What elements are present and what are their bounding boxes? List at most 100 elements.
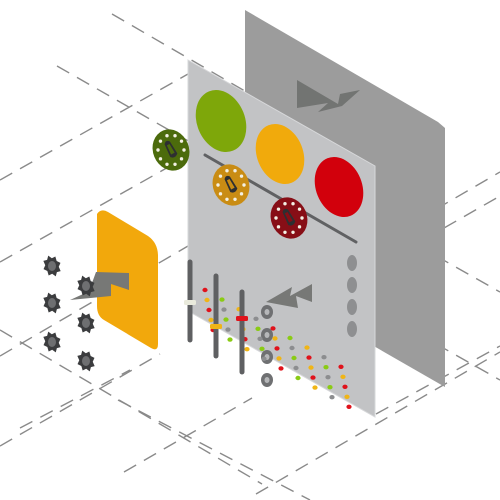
led (227, 337, 232, 341)
led (338, 365, 343, 369)
led (244, 347, 249, 351)
knob-tick (165, 163, 168, 166)
led (340, 375, 345, 379)
knob-tick (283, 231, 286, 234)
guide-line (124, 398, 252, 472)
toggle-slot (347, 321, 357, 337)
led (276, 356, 281, 360)
led (272, 336, 277, 340)
led (344, 395, 349, 399)
led (270, 326, 275, 330)
knob-tick (173, 134, 176, 137)
knob-tick (298, 225, 301, 228)
toggle-slot (347, 255, 357, 271)
knob-tick (240, 192, 243, 195)
knob-tick (165, 134, 168, 137)
led (219, 297, 224, 301)
led (308, 365, 313, 369)
knob-tick (216, 183, 219, 186)
led (304, 345, 309, 349)
led (295, 376, 300, 380)
knob-tick (225, 198, 228, 201)
led (225, 327, 230, 331)
gear-icon (40, 290, 64, 317)
knob-tick (242, 183, 245, 186)
guide-line (20, 370, 130, 428)
led (208, 318, 213, 322)
gear-icon (40, 329, 64, 356)
knob-tick (156, 148, 159, 151)
knob-tick (173, 163, 176, 166)
led (287, 336, 292, 340)
gear-hub (82, 318, 90, 328)
led (202, 288, 207, 292)
knob-tick (277, 207, 280, 210)
led (257, 337, 262, 341)
gear-icon (74, 348, 98, 375)
slider-cap (236, 316, 248, 321)
led (346, 405, 351, 409)
led (261, 357, 266, 361)
knob-tick (283, 202, 286, 205)
knob-tick (233, 169, 236, 172)
led (206, 308, 211, 312)
gear-icon (40, 253, 64, 280)
guide-line (0, 246, 188, 356)
gear-icon (74, 310, 98, 337)
knob-tick (300, 216, 303, 219)
jack-hole (265, 332, 270, 338)
knob-tick (233, 198, 236, 201)
led (255, 327, 260, 331)
knob-tick (180, 139, 183, 142)
led (310, 375, 315, 379)
knob-tick (240, 174, 243, 177)
led (223, 317, 228, 321)
led (278, 366, 283, 370)
led (289, 346, 294, 350)
led (321, 355, 326, 359)
guide-line (0, 354, 160, 446)
led (327, 385, 332, 389)
led (204, 298, 209, 302)
guide-line (0, 156, 188, 262)
led (274, 346, 279, 350)
knob-tick (298, 207, 301, 210)
led (323, 365, 328, 369)
led (291, 356, 296, 360)
led (329, 395, 334, 399)
knob-tick (219, 192, 222, 195)
jack-hole (265, 309, 270, 315)
led (221, 307, 226, 311)
gear-hub (48, 261, 56, 271)
knob-tick (182, 148, 185, 151)
led (325, 375, 330, 379)
guide-line (112, 14, 250, 94)
led (306, 355, 311, 359)
knob-tick (159, 157, 162, 160)
toggle-slot (347, 277, 357, 293)
jack-hole (265, 377, 270, 383)
knob-tick (219, 174, 222, 177)
slider-cap (184, 300, 196, 305)
knob-tick (277, 225, 280, 228)
led (342, 385, 347, 389)
slider-cap (210, 324, 222, 329)
guide-line (118, 400, 310, 500)
knob-tick (159, 139, 162, 142)
knob-tick (291, 202, 294, 205)
gears (40, 253, 98, 375)
guide-line (444, 196, 500, 228)
led (312, 385, 317, 389)
toggle-slot (347, 299, 357, 315)
gear-hub (82, 356, 90, 366)
led (293, 366, 298, 370)
knob-tick (180, 157, 183, 160)
knob-tick (225, 169, 228, 172)
led (253, 317, 258, 321)
knob-tick (291, 231, 294, 234)
gear-hub (48, 337, 56, 347)
gear-hub (48, 298, 56, 308)
knob-tick (274, 216, 277, 219)
